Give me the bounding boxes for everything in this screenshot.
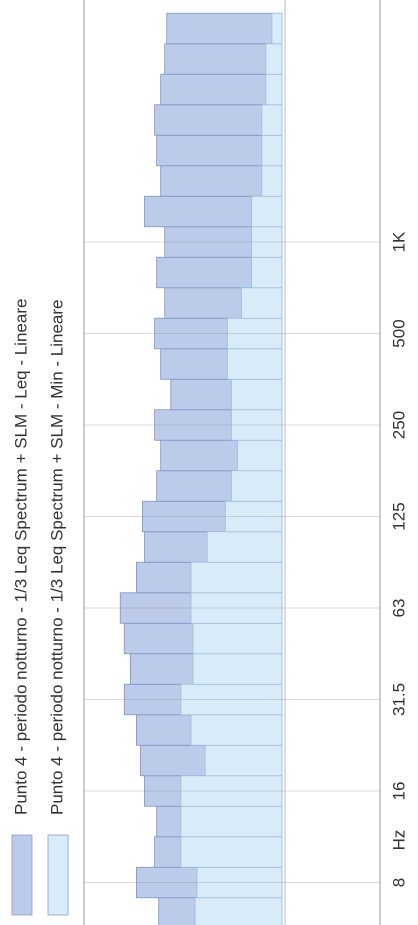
min-bar — [241, 287, 283, 319]
x-tick-label: 8 — [389, 878, 408, 887]
leq-bar — [164, 43, 283, 75]
min-bar — [271, 12, 283, 45]
min-bar — [190, 714, 283, 746]
min-bar — [265, 73, 283, 106]
leq-bar — [156, 134, 283, 167]
min-bar — [194, 897, 283, 925]
min-bar — [180, 836, 283, 868]
x-tick-label: 16 — [389, 782, 408, 801]
x-tick-label: 63 — [389, 599, 408, 618]
min-bar — [231, 470, 283, 502]
x-tick-label: 500 — [389, 319, 408, 347]
min-bar — [261, 165, 283, 197]
min-bar — [190, 561, 283, 594]
min-bar — [231, 378, 283, 411]
min-bar — [192, 622, 283, 655]
min-bar — [237, 439, 283, 472]
min-bar — [251, 195, 283, 228]
legend-label: Punto 4 - periodo notturno - 1/3 Leq Spe… — [47, 300, 66, 815]
legend-swatch — [47, 834, 69, 916]
min-bar — [265, 43, 283, 75]
x-tick-label: 1K — [389, 231, 408, 252]
x-tick-label: 31.5 — [389, 683, 408, 716]
x-tick-label: 250 — [389, 411, 408, 439]
min-bar — [180, 805, 283, 838]
min-bar — [261, 104, 283, 136]
min-bar — [192, 653, 283, 685]
min-bar — [204, 744, 283, 777]
x-tick-label: 125 — [389, 502, 408, 530]
min-bar — [206, 531, 283, 563]
min-bar — [251, 256, 283, 289]
legend-swatch — [11, 834, 33, 916]
min-bar — [226, 348, 283, 380]
leq-bar — [160, 73, 283, 106]
x-unit-label: Hz — [389, 830, 408, 851]
legend-label: Punto 4 - periodo notturno - 1/3 Leq Spe… — [11, 299, 30, 815]
min-bar — [261, 134, 283, 167]
leq-bar — [166, 12, 283, 45]
leq-bar — [154, 104, 283, 136]
